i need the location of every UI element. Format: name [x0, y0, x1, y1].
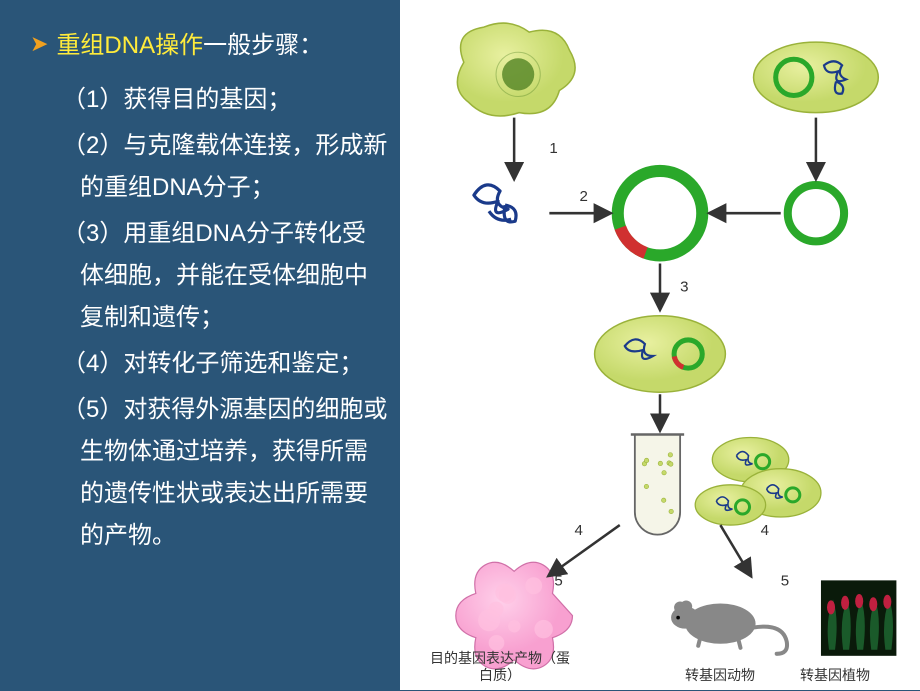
svg-text:5: 5	[781, 572, 789, 589]
step-4: （4）对转化子筛选和鉴定；	[36, 343, 390, 385]
svg-text:2: 2	[580, 188, 588, 205]
diagram-panel: 1 2 3 4 5 4 5 目的基因表达产物（蛋白质） 转基因动物 转基因植物	[400, 0, 920, 690]
step-1: （1）获得目的基因；	[36, 79, 390, 121]
dna-flow-diagram: 1 2 3 4 5 4 5	[418, 12, 902, 686]
caption-protein: 目的基因表达产物（蛋白质）	[430, 650, 570, 684]
svg-text:1: 1	[549, 140, 557, 157]
title: 重组DNA操作一般步骤：	[56, 30, 323, 61]
svg-text:5: 5	[554, 572, 562, 589]
step-5: （5）对获得外源基因的细胞或生物体通过培养，获得所需的遗传性状或表达出所需要的产…	[36, 389, 390, 557]
bullet-arrow-icon: ➤	[30, 30, 48, 59]
text-panel: ➤ 重组DNA操作一般步骤： （1）获得目的基因； （2）与克隆载体连接，形成新…	[0, 0, 400, 690]
caption-animal: 转基因动物	[680, 667, 760, 684]
svg-text:4: 4	[761, 522, 769, 539]
title-rest: 一般步骤：	[203, 32, 323, 59]
step-3: （3）用重组DNA分子转化受体细胞，并能在受体细胞中复制和遗传；	[36, 213, 390, 339]
caption-plant: 转基因植物	[790, 667, 880, 684]
steps-list: （1）获得目的基因； （2）与克隆载体连接，形成新的重组DNA分子； （3）用重…	[30, 79, 390, 557]
step-2: （2）与克隆载体连接，形成新的重组DNA分子；	[36, 125, 390, 209]
title-highlight: 重组DNA操作	[56, 32, 203, 59]
header-line: ➤ 重组DNA操作一般步骤：	[30, 30, 390, 61]
svg-text:3: 3	[680, 279, 688, 296]
svg-text:4: 4	[574, 522, 582, 539]
